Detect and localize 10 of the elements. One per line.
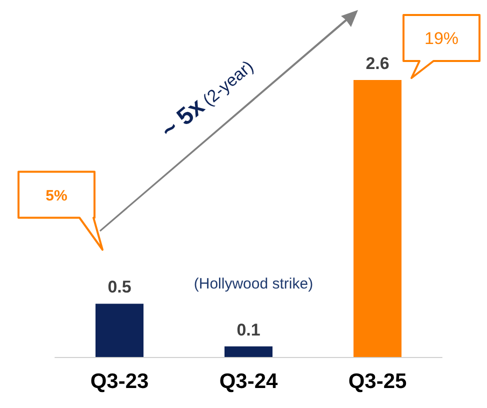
speech-bubble: 5% [18,170,104,251]
data-label: 0.1 [236,320,260,340]
data-label: 2.6 [366,54,390,73]
data-label: 0.5 [108,278,132,297]
x-tick-label: Q3-24 [219,370,278,393]
x-tick-label: Q3-25 [348,370,407,393]
annotation: 5% [46,188,68,205]
annotation: (Hollywood strike) [194,275,314,292]
speech-bubble: 19% [402,14,480,79]
x-tick-label: Q3-23 [90,370,149,393]
